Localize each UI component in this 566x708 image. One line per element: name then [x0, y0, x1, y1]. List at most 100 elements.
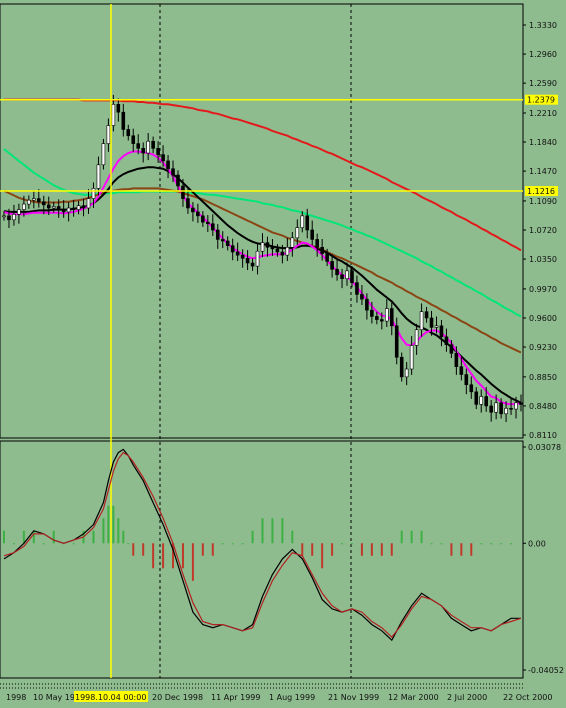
candle-body [310, 229, 315, 240]
moving-average-1 [3, 148, 522, 318]
x-axis-label-9: 22 Oct 2000 [503, 693, 552, 702]
candle-body [389, 308, 394, 327]
candle-body [161, 154, 165, 162]
candle-body [484, 396, 489, 407]
histogram-bar [261, 518, 264, 544]
price-tick-label-13: 0.8480 [529, 402, 557, 411]
candle-body [27, 199, 31, 205]
candle-body [245, 257, 250, 264]
candle-body [126, 129, 131, 137]
candle-body [41, 201, 46, 206]
candle-body [191, 207, 195, 213]
histogram-bar [72, 543, 75, 545]
candle-body [46, 204, 51, 209]
horizontal-line-tag-0 [525, 94, 558, 105]
histogram-bar [92, 530, 95, 544]
candle-body [81, 205, 86, 209]
x-axis-label-8: 2 Jul 2000 [447, 693, 487, 702]
histogram-bar [132, 543, 135, 556]
candle-body [370, 309, 374, 317]
candle-body [265, 242, 270, 248]
histogram-bar [201, 543, 204, 556]
price-tick-label-4: 1.1840 [529, 138, 557, 147]
histogram-bar [321, 543, 324, 569]
histogram-bar [3, 530, 5, 544]
osc-tick-label-1: 0.00 [528, 539, 546, 548]
candle-body [479, 396, 484, 405]
histogram-bar [380, 543, 383, 556]
histogram-bar [127, 543, 130, 545]
candle-body [111, 104, 116, 126]
candle-body [96, 164, 101, 189]
histogram-bar [390, 543, 393, 556]
histogram-bar [231, 543, 234, 545]
horizontal-line-label-1: 1.1216 [527, 187, 555, 196]
candle-body [315, 239, 319, 248]
histogram-bar [251, 530, 254, 544]
candle-body [32, 198, 36, 201]
candle-body [2, 215, 6, 218]
candle-body [166, 160, 170, 170]
histogram-bar [117, 518, 120, 544]
osc-tick-label-2: -0.04052 [528, 666, 564, 675]
candle-body [176, 174, 180, 187]
histogram-bar [32, 530, 35, 544]
histogram-bar [450, 543, 453, 556]
histogram-bar [181, 543, 184, 569]
candle-body [350, 270, 354, 283]
x-axis-label-3: 20 Dec 1998 [152, 693, 203, 702]
price-tick-label-1: 1.2960 [529, 50, 557, 59]
candle-body [220, 239, 225, 242]
candle-body [106, 125, 111, 144]
candle-body [71, 207, 76, 210]
candle-body [101, 143, 106, 166]
histogram-bar [460, 543, 463, 556]
candle-body [434, 325, 439, 328]
candle-body [469, 384, 474, 393]
candle-body [61, 209, 66, 213]
horizontal-line-tag-1 [525, 186, 558, 197]
oscillator-line-1 [3, 451, 522, 638]
candle-body [7, 215, 11, 221]
horizontal-line-label-0: 1.2379 [527, 96, 555, 105]
candle-body [210, 223, 215, 231]
histogram-bar [291, 530, 294, 544]
candle-body [429, 317, 434, 328]
histogram-bar [12, 543, 15, 545]
histogram-bar [241, 543, 244, 545]
candle-body [345, 270, 349, 279]
histogram-bar [341, 543, 344, 545]
price-tick-label-8: 1.0350 [529, 255, 557, 264]
candle-body [121, 111, 126, 130]
histogram-bar [470, 543, 473, 556]
candle-body [509, 407, 513, 410]
candle-body [300, 215, 305, 228]
histogram-bar [107, 505, 110, 544]
candle-body [171, 168, 175, 176]
histogram-bar [52, 530, 55, 544]
histogram-bar [221, 543, 224, 545]
histogram-bar [490, 543, 493, 545]
candle-body [365, 298, 369, 311]
histogram-bar [22, 530, 25, 544]
candle-body [12, 213, 16, 221]
candle-body [464, 374, 469, 386]
histogram-bar [370, 543, 373, 556]
candle-body [36, 198, 41, 203]
candle-body [459, 366, 464, 375]
candle-body [499, 402, 503, 415]
histogram-bar [162, 543, 165, 569]
histogram-bar [360, 543, 363, 556]
candle-body [325, 253, 329, 262]
candle-body [414, 329, 419, 346]
candle-body [360, 294, 364, 300]
candle-body [375, 316, 379, 320]
histogram-bar [281, 518, 284, 544]
price-tick-label-9: 0.9970 [529, 285, 557, 294]
x-axis-label-4: 11 Apr 1999 [211, 693, 260, 702]
candle-body [305, 215, 310, 231]
price-tick-label-14: 0.8110 [529, 431, 557, 440]
histogram-bar [191, 543, 194, 581]
candle-body [290, 237, 295, 248]
candle-body [519, 402, 523, 405]
